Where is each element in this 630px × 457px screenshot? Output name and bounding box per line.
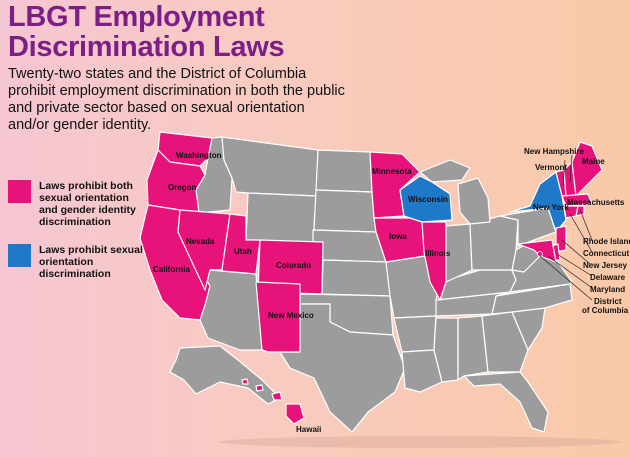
state-rhode-island xyxy=(575,205,585,217)
subtitle: Twenty-two states and the District of Co… xyxy=(8,66,345,133)
state-massachusetts xyxy=(561,193,593,207)
state-mississippi xyxy=(433,317,459,383)
map-shadow xyxy=(220,436,620,448)
label-utah: Utah xyxy=(234,247,252,256)
state-ohio xyxy=(469,215,519,271)
state-kansas xyxy=(321,259,391,297)
state-colorado xyxy=(257,239,324,295)
state-wyoming xyxy=(245,192,317,244)
state-michigan-upper xyxy=(419,159,471,183)
label-california: California xyxy=(153,265,190,274)
dc-marker xyxy=(537,251,543,257)
state-hawaii-maui xyxy=(271,391,283,401)
state-new-mexico xyxy=(255,281,301,353)
label-wisconsin: Wisconsin xyxy=(408,195,448,204)
label-maine: Maine xyxy=(582,157,605,166)
legend-swatch-pink xyxy=(8,180,31,203)
leader-lines xyxy=(539,154,593,301)
label-new-mexico: New Mexico xyxy=(268,311,314,320)
label-hawaii: Hawaii xyxy=(296,425,321,434)
title-line-1: LBGT Employment xyxy=(8,1,265,33)
state-nebraska xyxy=(312,229,387,263)
state-wisconsin xyxy=(399,175,453,223)
state-hawaii-kauai xyxy=(241,378,249,385)
label-new-hampshire: New Hampshire xyxy=(524,147,585,156)
legend-label-both: Laws prohibit both sexual orientation an… xyxy=(39,180,136,228)
label-oregon: Oregon xyxy=(168,183,197,192)
state-maryland xyxy=(517,239,557,263)
state-hawaii-big xyxy=(285,403,305,425)
page-title: LBGT Employment Discrimination Laws xyxy=(8,1,285,63)
state-arkansas xyxy=(393,315,437,353)
state-north-dakota xyxy=(315,149,373,193)
state-utah xyxy=(209,213,261,275)
state-florida xyxy=(463,371,549,433)
state-illinois xyxy=(421,221,447,301)
state-arizona xyxy=(199,269,263,351)
state-alabama xyxy=(457,315,489,381)
label-dc-line2: of Columbia xyxy=(582,306,629,315)
label-vermont: Vermont xyxy=(535,163,567,172)
label-washington: Washington xyxy=(176,151,222,160)
label-maryland: Maryland xyxy=(590,285,625,294)
state-hawaii-oahu xyxy=(255,384,264,392)
label-rhode-island: Rhode Island xyxy=(583,237,630,246)
state-alaska xyxy=(169,345,281,405)
title-line-2: Discrimination Laws xyxy=(8,31,285,63)
state-texas xyxy=(279,303,406,433)
label-dc-line1: District xyxy=(594,297,622,306)
state-louisiana xyxy=(401,349,443,393)
label-colorado: Colorado xyxy=(276,261,311,270)
label-minnesota: Minnesota xyxy=(372,167,412,176)
legend-item-orientation: Laws prohibit sexual orientation discrim… xyxy=(8,244,149,280)
label-iowa: Iowa xyxy=(389,232,407,241)
legend-label-orientation: Laws prohibit sexual orientation discrim… xyxy=(39,244,143,280)
state-oregon xyxy=(146,149,206,214)
legend-swatch-blue xyxy=(8,244,31,267)
state-montana xyxy=(221,136,319,197)
label-new-york: New York xyxy=(533,203,569,212)
label-delaware: Delaware xyxy=(590,273,626,282)
state-south-dakota xyxy=(313,189,377,233)
label-illinois: Illinois xyxy=(425,249,451,258)
label-connecticut: Connecticut xyxy=(583,249,630,258)
legend-item-both: Laws prohibit both sexual orientation an… xyxy=(8,180,149,228)
label-new-jersey: New Jersey xyxy=(583,261,628,270)
label-nevada: Nevada xyxy=(186,237,215,246)
label-massachusetts: Massachusetts xyxy=(567,198,625,207)
state-michigan xyxy=(457,177,491,225)
